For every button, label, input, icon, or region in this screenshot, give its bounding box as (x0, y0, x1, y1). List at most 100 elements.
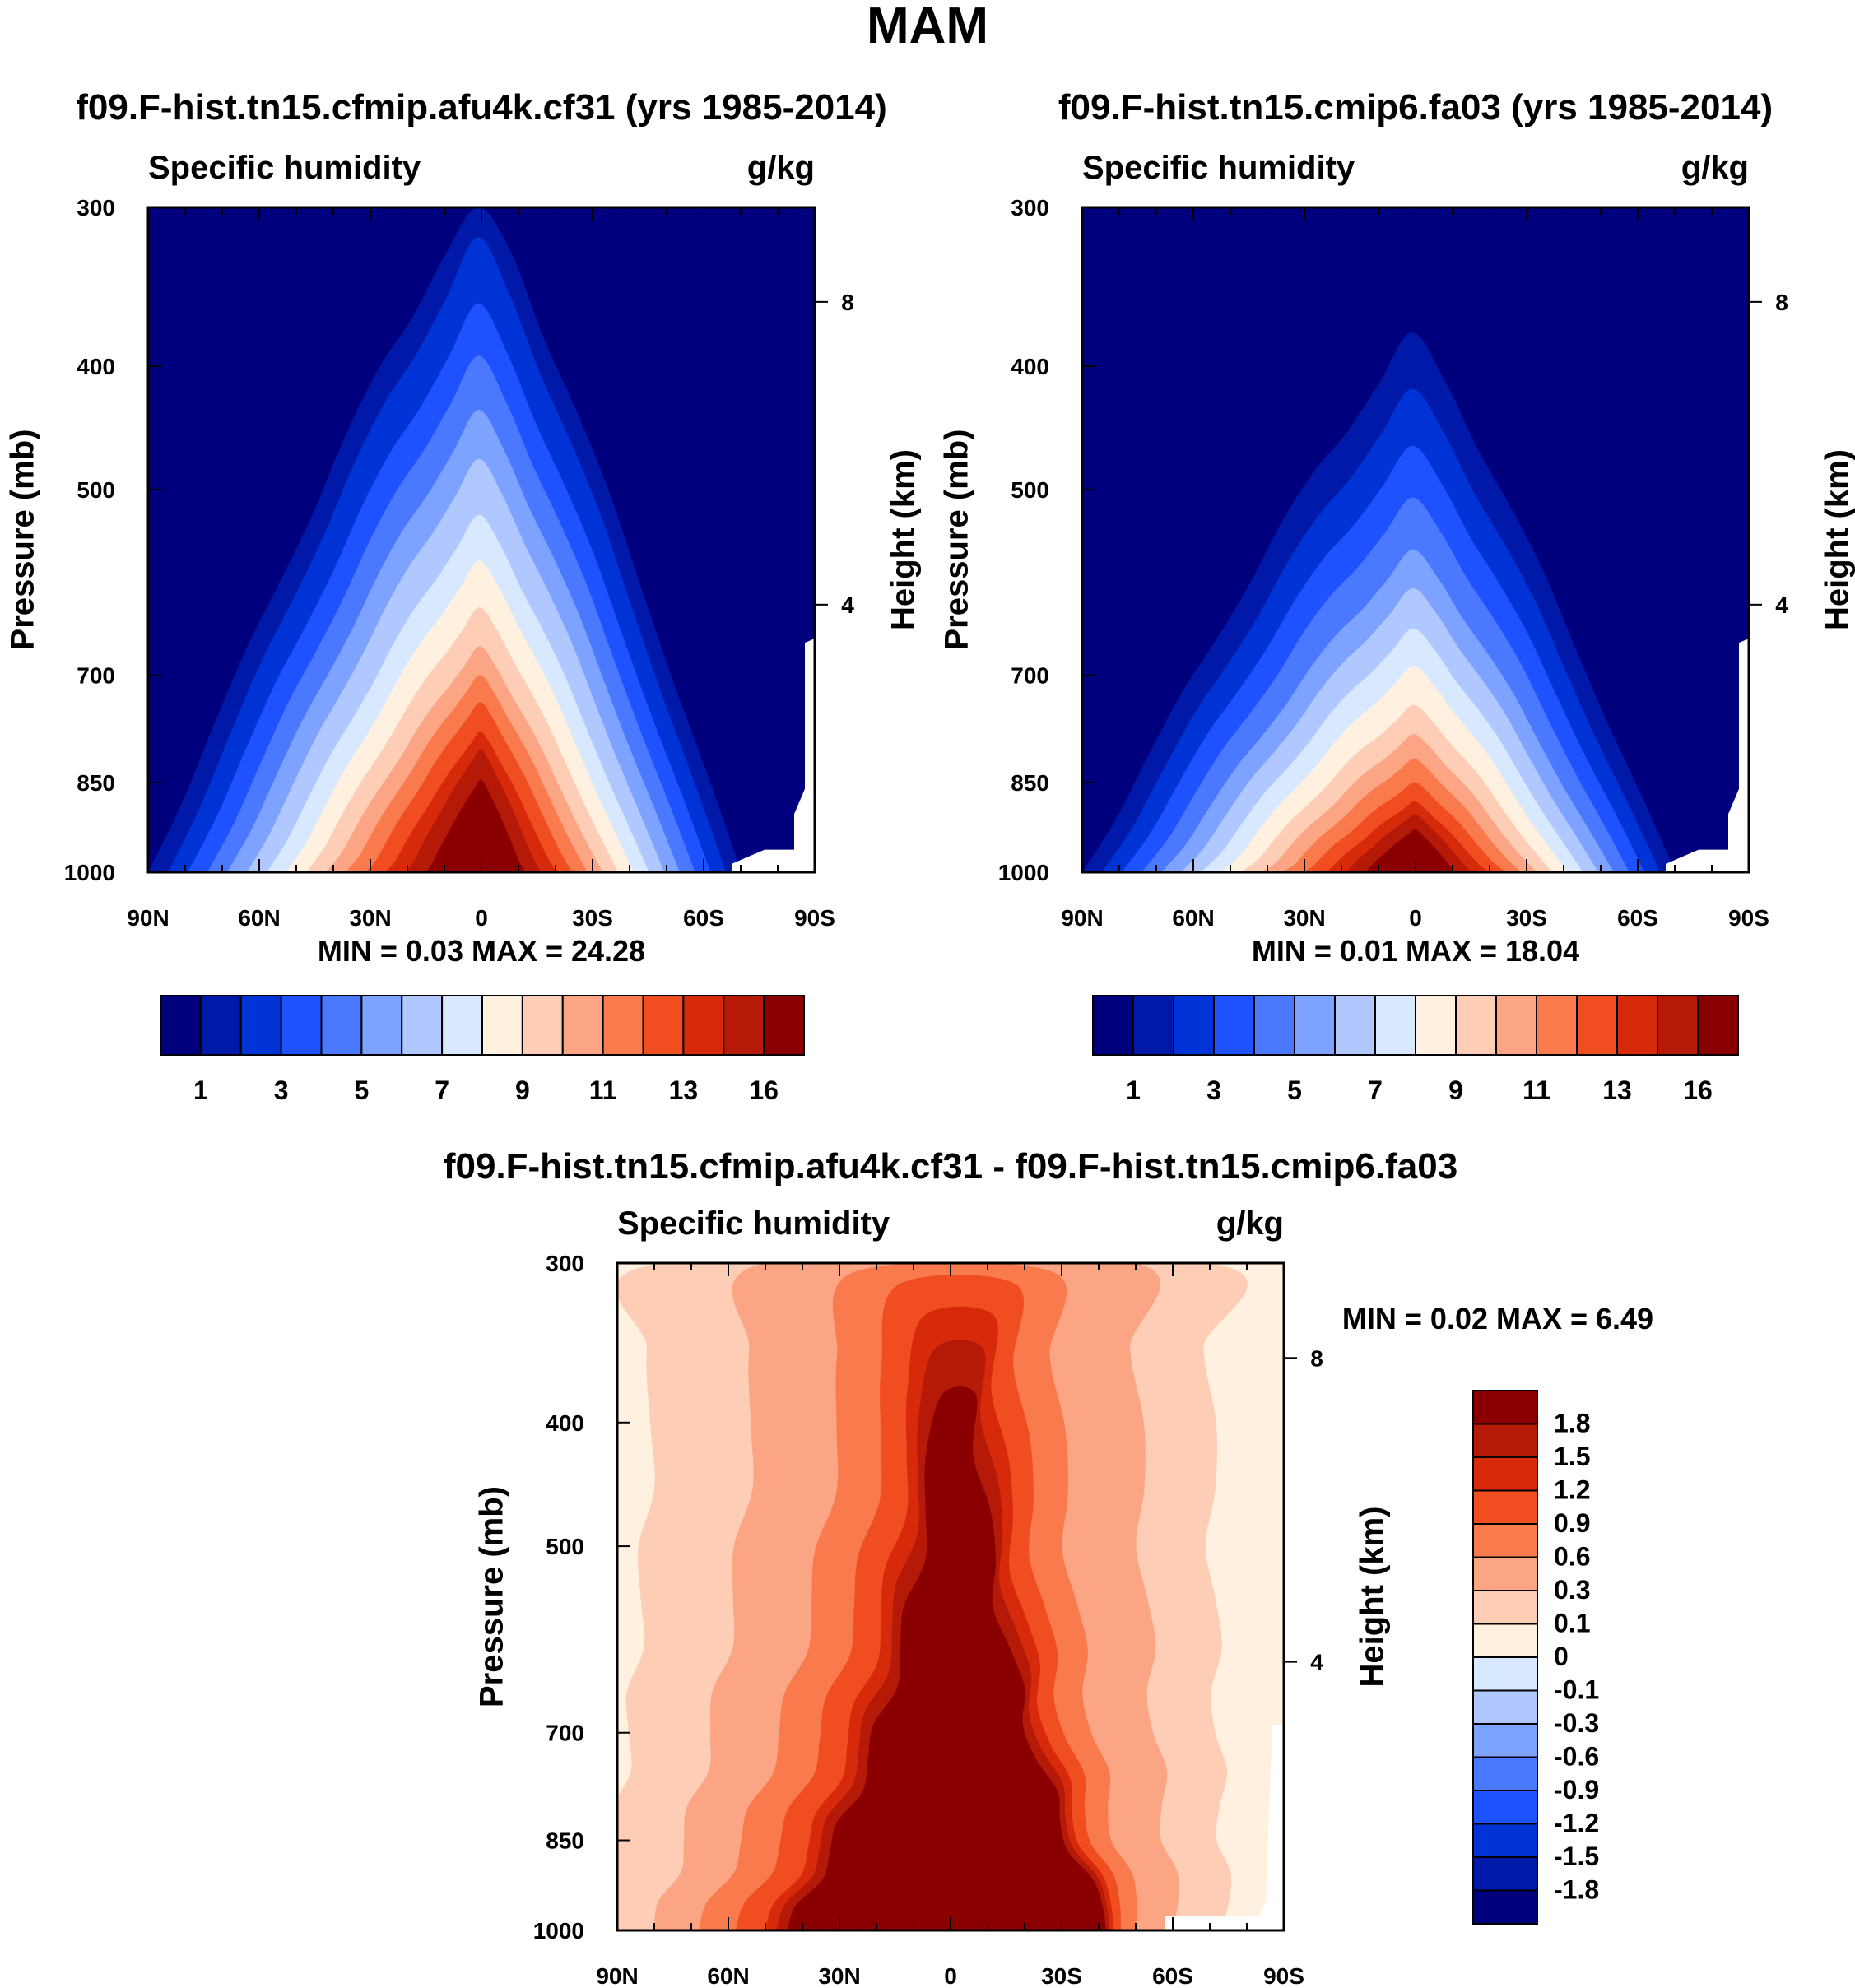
contour-level (788, 1386, 1106, 1930)
colorbar-label: -0.1 (1554, 1675, 1599, 1705)
colorbar-label: 13 (1602, 1075, 1632, 1105)
missing-data-region (1666, 639, 1749, 872)
colorbar-box (199, 995, 242, 1056)
x-tick-label: 60S (1617, 905, 1658, 931)
y2-tick-label: 8 (1310, 1345, 1323, 1371)
panel-left: 90N 60N 30N 0 30S 60S 90S 300 400 500 700 850 1000 8 4… (5, 87, 922, 1105)
colorbar-label: -1.2 (1554, 1809, 1599, 1838)
colorbar-label: 5 (1287, 1075, 1302, 1105)
y-tick-label: 1000 (998, 860, 1049, 885)
colorbar-box (1616, 995, 1658, 1056)
x-tick-label: 60N (1172, 905, 1214, 931)
y-tick-label: 300 (77, 195, 115, 221)
colorbar-label: 9 (515, 1075, 530, 1105)
colorbar-label: 1 (193, 1075, 208, 1105)
colorbar-box (1472, 1689, 1538, 1725)
colorbar-box (360, 995, 403, 1056)
x-tick-label: 90S (794, 905, 835, 931)
colorbar-box (1213, 995, 1255, 1056)
colorbar-label: 0.9 (1554, 1508, 1590, 1538)
colorbar-box (1495, 995, 1537, 1056)
colorbar-box (1536, 995, 1578, 1056)
colorbar-label: 1 (1126, 1075, 1141, 1105)
colorbar-label: -1.5 (1554, 1842, 1599, 1871)
contour-fill (148, 207, 815, 872)
variable-label: Specific humidity (617, 1205, 890, 1242)
x-tick-label: 60S (683, 905, 724, 931)
y-tick-label: 850 (77, 770, 115, 796)
missing-data-region (1165, 1725, 1284, 1930)
colorbar-label: 1.8 (1554, 1409, 1590, 1438)
colorbar-box (1472, 1889, 1538, 1925)
colorbar-label: 0.1 (1554, 1609, 1590, 1638)
variable-label: Specific humidity (1082, 150, 1355, 186)
x-tick-label: 90N (1061, 905, 1103, 931)
y2-tick-label: 8 (841, 290, 854, 315)
colorbar-box (521, 995, 564, 1056)
colorbar-box (723, 995, 765, 1056)
y-axis-title: Pressure (mb) (5, 430, 41, 651)
x-tick-label: 60N (238, 905, 280, 931)
colorbar-box (1294, 995, 1336, 1056)
colorbar-label: 0 (1554, 1642, 1569, 1671)
figure-title: MAM (867, 0, 988, 54)
colorbar-label: 11 (589, 1075, 617, 1105)
colorbar-label: 3 (274, 1075, 289, 1105)
colorbar-box (763, 995, 805, 1056)
units-label: g/kg (1216, 1205, 1284, 1242)
x-tick-label: 30N (1283, 905, 1325, 931)
contour-fill (1082, 207, 1749, 872)
y-tick-label: 700 (77, 663, 115, 689)
panel-title: f09.F-hist.tn15.cfmip.afu4k.cf31 (yrs 19… (76, 87, 887, 128)
min-max-label: MIN = 0.02 MAX = 6.49 (1342, 1302, 1653, 1335)
colorbar-box (1472, 1590, 1538, 1625)
y-tick-label: 1000 (64, 860, 115, 885)
y2-axis-title: Height (km) (1355, 1507, 1391, 1688)
contour-level (425, 779, 526, 872)
x-tick-label: 60N (707, 1963, 749, 1988)
y-tick-label: 400 (546, 1410, 584, 1436)
colorbar-box (320, 995, 363, 1056)
colorbar-box (1173, 995, 1215, 1056)
x-tick-label: 60S (1152, 1963, 1193, 1988)
min-max-label: MIN = 0.03 MAX = 24.28 (318, 934, 645, 968)
x-tick-label: 30S (1041, 1963, 1082, 1988)
colorbar-box (1092, 995, 1134, 1056)
y-tick-label: 700 (1011, 663, 1049, 689)
x-tick-label: 90S (1728, 905, 1769, 931)
y2-tick-label: 4 (1775, 592, 1788, 618)
colorbar-box (1472, 1656, 1538, 1692)
colorbar-label: 1.2 (1554, 1475, 1590, 1505)
y-tick-label: 700 (546, 1721, 584, 1746)
colorbar-box (1657, 995, 1699, 1056)
colorbar-box (1472, 1856, 1538, 1892)
colorbar-box (1697, 995, 1739, 1056)
colorbar-box (1576, 995, 1618, 1056)
colorbar-box (1455, 995, 1497, 1056)
panel-right: 90N 60N 30N 0 30S 60S 90S 300 400 500 700 850 1000 8 4… (939, 87, 1855, 1105)
colorbar-box (642, 995, 685, 1056)
contour-level (1359, 829, 1460, 872)
colorbar-label: -0.3 (1554, 1708, 1599, 1738)
colorbar-label: 3 (1206, 1075, 1221, 1105)
y-tick-label: 300 (546, 1251, 584, 1276)
x-tick-label: 0 (475, 905, 488, 931)
y2-tick-label: 8 (1775, 290, 1788, 315)
x-tick-label: 90S (1263, 1963, 1304, 1988)
colorbar-label: 0.3 (1554, 1575, 1590, 1605)
colorbar-box (1132, 995, 1174, 1056)
colorbar-box (602, 995, 644, 1056)
colorbar-box (1472, 1489, 1538, 1525)
colorbar-box (1472, 1790, 1538, 1825)
panel-title: f09.F-hist.tn15.cfmip.afu4k.cf31 - f09.F… (444, 1146, 1458, 1187)
colorbar-label: 13 (669, 1075, 699, 1105)
colorbar-box (1472, 1823, 1538, 1858)
colorbar-box (1472, 1456, 1538, 1492)
panel-title: f09.F-hist.tn15.cmip6.fa03 (yrs 1985-201… (1058, 87, 1773, 128)
x-tick-label: 0 (1409, 905, 1422, 931)
colorbar-box (1253, 995, 1295, 1056)
colorbar-box (280, 995, 323, 1056)
colorbar-box (239, 995, 282, 1056)
colorbar-box (1472, 1523, 1538, 1558)
